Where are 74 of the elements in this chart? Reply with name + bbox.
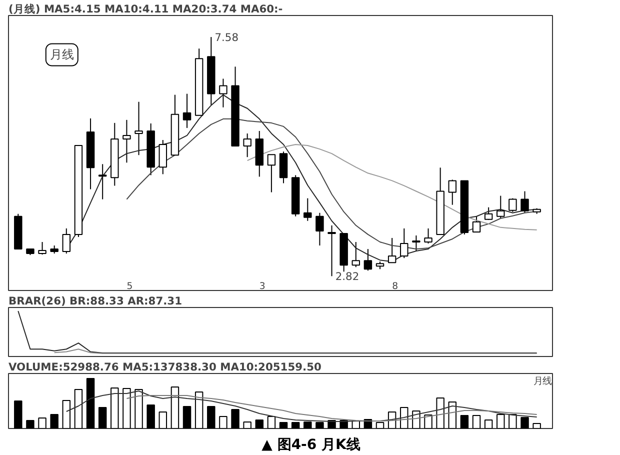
bar <box>207 406 216 428</box>
chart-title: VOLUME:52988.76 MA5:137838.30 MA10:205159.50 <box>8 360 322 374</box>
bar <box>448 402 457 428</box>
bar <box>255 420 264 428</box>
bar <box>38 418 46 428</box>
bar <box>472 415 481 428</box>
bar <box>98 407 107 428</box>
bar <box>122 388 131 428</box>
bar <box>520 417 529 428</box>
candlestick <box>448 179 457 206</box>
bar <box>110 388 119 428</box>
bar <box>231 409 240 428</box>
bar <box>532 423 541 428</box>
bar <box>50 414 58 428</box>
bar <box>219 416 228 428</box>
bar <box>304 422 312 428</box>
chart-title: BRAR(26) BR:88.33 AR:87.31 <box>8 294 182 308</box>
bar <box>86 378 95 428</box>
candlestick <box>472 216 481 233</box>
bar <box>267 416 276 428</box>
candlestick <box>98 164 107 200</box>
annotation: 月线 <box>533 376 552 387</box>
candlestick <box>316 212 324 246</box>
candlestick <box>304 198 312 222</box>
bar <box>243 422 252 428</box>
candlestick <box>328 224 336 277</box>
bar <box>182 406 192 428</box>
bar <box>376 422 384 428</box>
text: 8 <box>392 281 398 292</box>
candlestick <box>122 119 131 164</box>
chart-title: (月线) MA5:4.15 MA10:4.11 MA20:3.74 MA60:- <box>8 2 283 16</box>
bar <box>134 389 143 428</box>
candlestick <box>400 228 408 259</box>
bar <box>436 398 444 428</box>
candlestick <box>62 228 71 254</box>
candlestick <box>38 241 46 256</box>
candlestick <box>520 190 529 214</box>
candlestick <box>496 195 505 219</box>
text: 5 <box>126 281 133 292</box>
bar <box>14 400 22 428</box>
bar <box>496 414 505 428</box>
candlestick <box>412 234 420 252</box>
candlestick <box>134 101 143 156</box>
bar <box>170 386 180 428</box>
candlestick <box>424 228 432 244</box>
candlestick <box>508 198 517 212</box>
text: ▲ 图4-6 月K线 <box>262 436 360 455</box>
bar <box>26 420 34 428</box>
candlestick <box>267 154 276 193</box>
text: 3 <box>259 281 266 292</box>
bar <box>146 404 155 428</box>
annotation: 月线 <box>50 48 74 62</box>
bar <box>62 400 71 428</box>
annotation: 7.58 <box>214 31 239 44</box>
candlestick <box>182 93 192 128</box>
bar <box>74 389 83 428</box>
bar <box>424 414 432 428</box>
bar <box>400 407 408 428</box>
candlestick <box>219 78 228 108</box>
bar <box>484 420 493 428</box>
bar <box>508 414 517 428</box>
bar <box>460 415 469 428</box>
annotation: 2.82 <box>335 270 360 284</box>
candlestick <box>243 132 252 158</box>
candlestick <box>158 140 168 175</box>
bar <box>291 422 300 428</box>
bar <box>194 392 204 428</box>
candlestick <box>352 241 360 268</box>
candlestick <box>364 248 372 272</box>
candlestick <box>484 206 493 220</box>
bar <box>279 422 288 428</box>
candlestick <box>388 237 396 264</box>
bar <box>316 422 324 428</box>
bar <box>158 412 168 428</box>
